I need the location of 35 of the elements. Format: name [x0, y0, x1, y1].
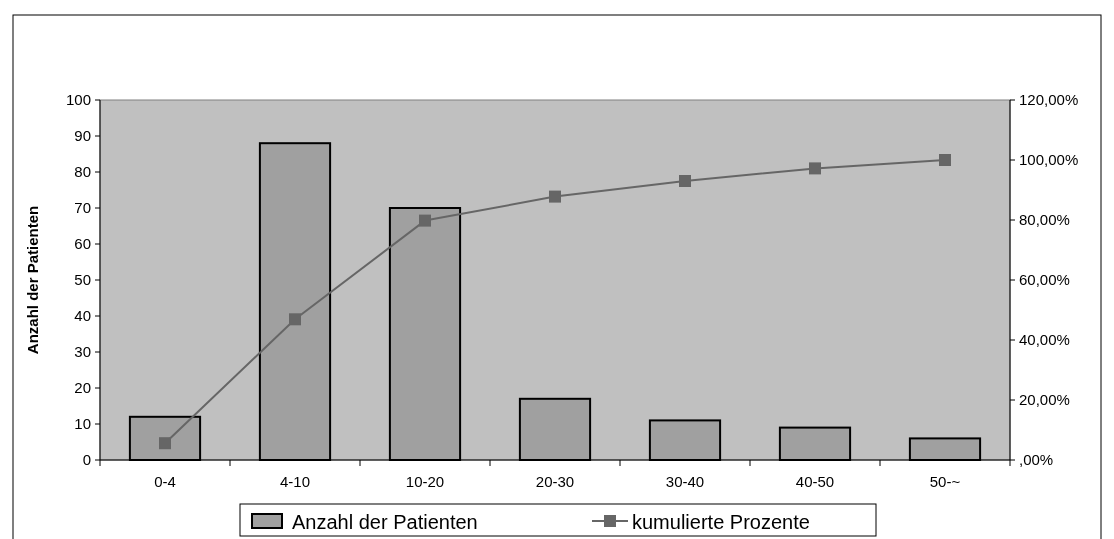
y-tick-label: 100: [65, 91, 91, 109]
point: [289, 313, 301, 326]
x-tick-label: 40-50: [795, 473, 835, 490]
y2-tick-label: 100,00%: [1019, 151, 1079, 169]
point: [809, 162, 821, 175]
y2-tick-label: 20,00%: [1019, 391, 1070, 409]
y-tick-label: 40: [74, 307, 91, 325]
y-axis-title: Anzahl der Patienten: [24, 205, 41, 355]
x-tick-label: 0-4: [154, 473, 176, 490]
point: [939, 154, 951, 166]
y-tick-label: 80: [74, 163, 91, 181]
x-tick-label: 30-40: [665, 473, 705, 490]
x-tick-label: 50-~: [929, 473, 961, 490]
x-tick-label: 4-10: [279, 473, 311, 490]
y-tick-label: 20: [74, 379, 91, 397]
y-tick-label: 0: [82, 451, 91, 469]
legend-label: kumulierte Prozente: [632, 511, 810, 533]
point: [419, 214, 431, 227]
y2-tick-label: 120,00%: [1019, 91, 1079, 109]
y2-tick-label: 40,00%: [1019, 331, 1070, 349]
y2-tick-label: 80,00%: [1019, 211, 1070, 229]
y-tick-label: 30: [74, 343, 91, 361]
y-tick-label: 50: [74, 271, 91, 289]
y-tick-label: 70: [74, 199, 91, 217]
x-tick-label: 10-20: [405, 473, 445, 490]
point: [159, 437, 171, 450]
y-tick-label: 60: [74, 235, 91, 253]
y2-tick-label: 60,00%: [1019, 271, 1070, 289]
legend-label: Anzahl der Patienten: [292, 511, 478, 533]
y2-tick-label: ,00%: [1019, 451, 1054, 469]
y-tick-label: 90: [74, 127, 91, 145]
point: [549, 190, 561, 203]
x-tick-label: 20-30: [535, 473, 575, 490]
point: [679, 175, 691, 187]
y-tick-label: 10: [74, 415, 91, 433]
